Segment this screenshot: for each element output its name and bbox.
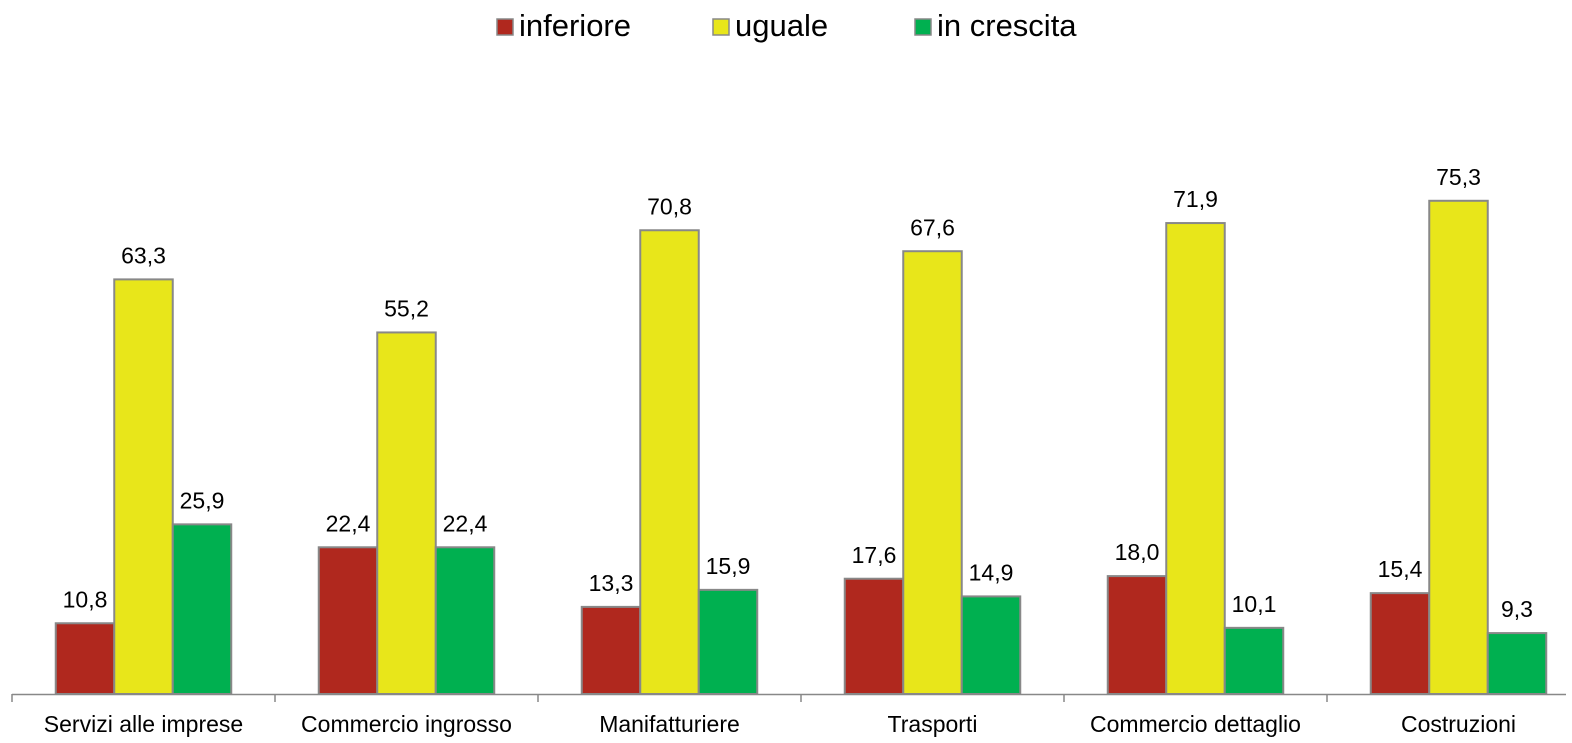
data-label: 15,9: [706, 553, 751, 579]
bar: [171, 523, 233, 695]
data-label: 70,8: [647, 193, 692, 219]
bar: [317, 546, 379, 696]
data-label: 71,9: [1173, 186, 1218, 212]
data-label: 75,3: [1436, 164, 1481, 190]
data-label: 22,4: [443, 510, 488, 536]
data-label: 55,2: [384, 296, 429, 322]
bar: [376, 331, 437, 695]
x-tick-label: Commercio ingrosso: [301, 711, 512, 737]
legend-label: inferiore: [519, 8, 631, 43]
legend-label: uguale: [735, 8, 828, 43]
x-tick-label: Servizi alle imprese: [44, 711, 243, 737]
data-label: 67,6: [910, 214, 955, 240]
data-label: 63,3: [121, 242, 166, 268]
legend-swatch: [496, 18, 514, 36]
bar: [697, 588, 759, 695]
x-tick-label: Manifatturiere: [599, 711, 740, 737]
data-label: 15,4: [1378, 556, 1423, 582]
data-label: 25,9: [180, 487, 225, 513]
bar: [843, 577, 905, 695]
legend-swatch: [914, 18, 932, 36]
bar: [1428, 199, 1489, 695]
bar: [902, 250, 963, 695]
bar: [1106, 575, 1168, 695]
data-label: 10,1: [1232, 591, 1277, 617]
data-label: 14,9: [969, 559, 1014, 585]
bar: [580, 605, 642, 696]
x-tick-label: Costruzioni: [1401, 711, 1516, 737]
bar: [434, 546, 496, 696]
legend-label: in crescita: [937, 8, 1077, 43]
bar: [1369, 592, 1431, 696]
legend-swatch: [712, 18, 730, 36]
data-label: 18,0: [1115, 539, 1160, 565]
bar: [54, 622, 116, 696]
bar: [1223, 626, 1285, 695]
data-label: 17,6: [852, 542, 897, 568]
x-tick-label: Commercio dettaglio: [1090, 711, 1301, 737]
bar: [113, 278, 174, 695]
x-tick-label: Trasporti: [888, 711, 978, 737]
data-label: 22,4: [326, 510, 371, 536]
data-label: 13,3: [589, 570, 634, 596]
bar: [1165, 222, 1226, 695]
bar: [639, 229, 700, 695]
bar: [1486, 632, 1548, 696]
data-label: 10,8: [63, 586, 108, 612]
data-label: 9,3: [1501, 596, 1533, 622]
bar: [960, 595, 1022, 696]
